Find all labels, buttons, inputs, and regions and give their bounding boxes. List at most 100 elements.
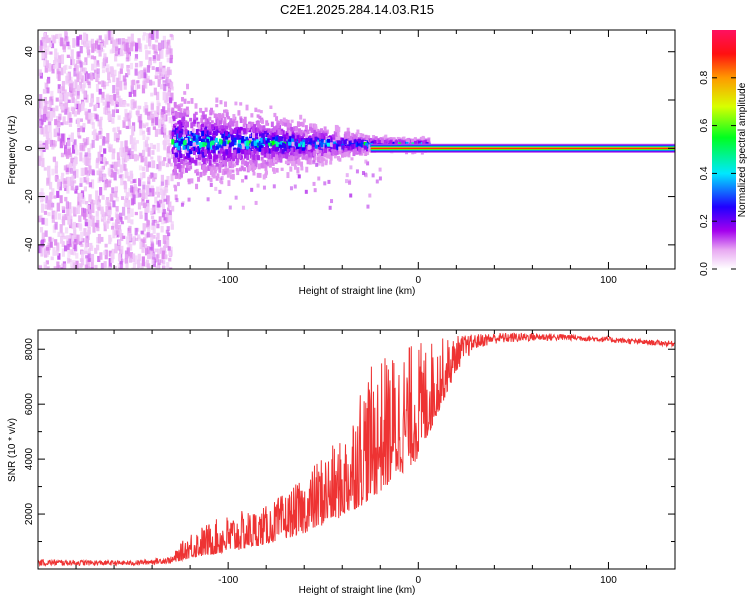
spectrogram-cell <box>350 157 354 161</box>
spectrogram-cell <box>68 65 72 69</box>
spectrogram-cell <box>87 119 91 124</box>
spectrogram-cell <box>206 197 210 202</box>
spectrogram-cell <box>253 148 257 154</box>
spectrogram-cell <box>60 152 65 158</box>
spectrogram-cell <box>66 54 70 58</box>
spectrogram-cell <box>231 169 235 173</box>
spectrogram-cell <box>212 149 216 154</box>
spectrogram-cell <box>224 145 228 150</box>
spectrogram-cell <box>265 160 269 165</box>
spectrogram-cell <box>296 167 300 173</box>
spectrogram-cell <box>186 136 190 143</box>
spectrogram-cell <box>116 152 121 160</box>
spectrogram-cell <box>105 82 110 87</box>
spectrogram-cell <box>214 137 218 143</box>
spectrogram-cell <box>106 133 110 143</box>
spectrogram-cell <box>161 122 165 129</box>
spectrogram-cell <box>180 136 184 141</box>
spectrogram-cell <box>197 176 201 182</box>
spectrogram-cell <box>120 221 124 225</box>
spectrogram-cell <box>54 119 58 126</box>
spectrogram-cell <box>153 59 157 64</box>
spectrogram-cell <box>97 44 101 50</box>
spectrogram-cell <box>242 139 246 143</box>
spectrogram-cell <box>56 182 61 190</box>
spectrogram-cell <box>237 143 241 148</box>
spectrogram-cell <box>126 103 130 107</box>
spectrogram-cell <box>122 235 126 239</box>
spectrogram-cell <box>355 169 359 174</box>
spectrogram-cell <box>165 77 169 87</box>
spectrogram-cell <box>382 140 386 145</box>
spectrogram-cell <box>199 107 203 113</box>
spectrogram-cell <box>147 127 151 136</box>
spectrogram-cell <box>280 128 284 133</box>
spectrogram-cell <box>63 165 68 171</box>
spectrogram-cell <box>317 176 321 181</box>
spectrogram-cell <box>108 206 112 210</box>
spectrogram-cell <box>275 133 279 137</box>
spectrogram-cell <box>221 159 225 165</box>
spectrogram-cell <box>110 66 114 75</box>
spectrogram-cell <box>204 166 208 173</box>
spectrogram-cell <box>73 111 77 117</box>
spectrogram-cell <box>134 57 138 61</box>
spectrogram-cell <box>53 35 57 44</box>
spectrogram-cell <box>174 152 178 158</box>
spectrogram-cell <box>76 60 80 65</box>
spectrogram-cell <box>39 45 43 53</box>
spectrogram-cell <box>238 132 242 137</box>
spectrogram-cell <box>132 262 137 269</box>
spectrogram-cell <box>72 88 76 92</box>
spectrogram-cell <box>299 114 303 120</box>
spectrogram-cell <box>269 105 273 110</box>
spectrogram-cell <box>249 159 253 164</box>
spectrogram-cell <box>163 141 167 151</box>
spectrogram-cell <box>229 118 233 123</box>
spectrogram-cell <box>282 154 286 159</box>
spectrogram-cell <box>218 138 222 145</box>
spectrogram-cell <box>374 136 378 141</box>
spectrogram-cell <box>216 128 220 133</box>
spectrogram-cell <box>157 248 161 259</box>
spectrogram-cell <box>60 267 64 269</box>
spectrogram-cell <box>296 149 300 155</box>
spectrogram-cell <box>54 221 58 230</box>
spectrogram-cell <box>161 160 166 167</box>
spectrogram-cell <box>114 243 118 254</box>
spectrogram-cell <box>251 144 255 149</box>
spectrogram-cell <box>373 139 377 145</box>
spectrogram-cell <box>52 140 56 147</box>
spectrogram-cell <box>56 242 60 252</box>
spectrogram-cell <box>330 199 334 204</box>
spectrogram-cell <box>221 171 225 176</box>
spectrogram-cell <box>169 97 173 104</box>
spectrogram-cell <box>334 143 338 149</box>
spectrogram-cell <box>169 82 174 89</box>
spectrogram-cell <box>233 127 237 134</box>
spectrogram-cell <box>85 111 89 120</box>
spectrogram-cell <box>83 228 87 236</box>
spectrogram-cell <box>187 178 191 183</box>
spectrogram-cell <box>50 90 54 99</box>
spectrogram-cell <box>222 151 226 157</box>
spectrogram-cell <box>148 188 152 193</box>
spectrogram-cell <box>287 122 291 128</box>
spectrogram-cell <box>301 145 305 151</box>
spectrogram-cell <box>195 138 199 142</box>
spectrogram-cell <box>44 65 48 73</box>
spectrogram-cell <box>68 134 72 139</box>
spectrogram-cell <box>161 200 165 205</box>
spectrogram-cell <box>82 157 86 163</box>
spectrogram-cell <box>101 69 106 74</box>
spectrogram-cell <box>84 138 88 146</box>
spectrogram-cell <box>227 136 231 142</box>
spectrogram-cell <box>151 118 155 126</box>
spectrogram-cell <box>167 103 171 113</box>
spectrogram-cell <box>123 43 128 52</box>
spectrogram-cell <box>224 160 228 167</box>
spectrogram-cell <box>345 140 349 145</box>
spectrogram-cell <box>312 127 316 131</box>
spectrogram-cell <box>150 233 154 243</box>
spectrogram-cell <box>349 165 353 170</box>
